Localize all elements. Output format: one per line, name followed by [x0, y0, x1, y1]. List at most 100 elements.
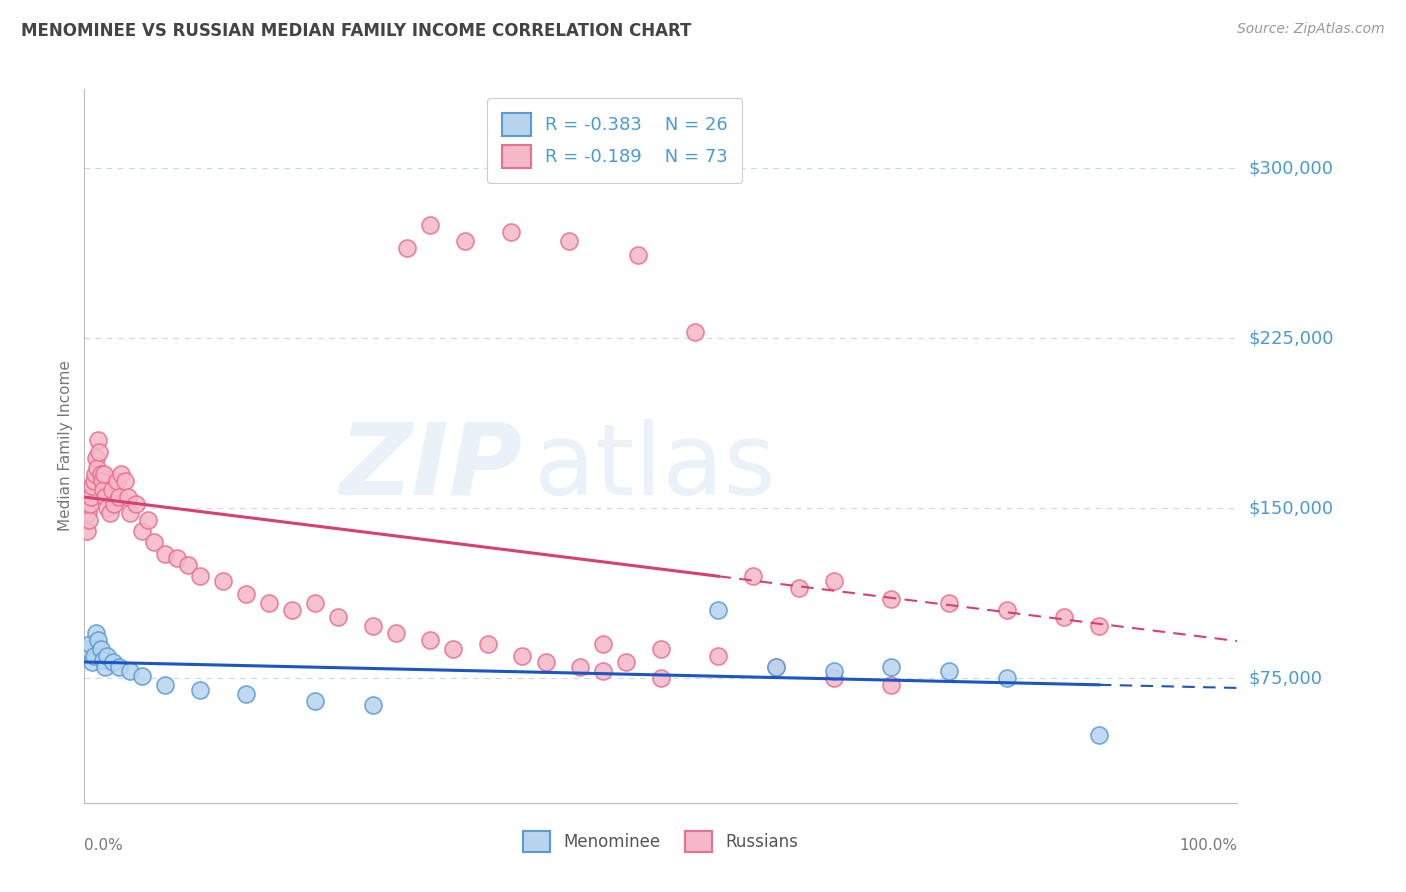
Point	[557, 234, 579, 248]
Point	[98, 506, 121, 520]
Point	[823, 665, 845, 679]
Text: Source: ZipAtlas.com: Source: ZipAtlas.com	[1237, 22, 1385, 37]
Point	[361, 698, 384, 713]
Text: 100.0%: 100.0%	[1180, 838, 1237, 854]
Point	[326, 610, 349, 624]
Point	[454, 234, 477, 248]
Point	[995, 671, 1018, 685]
Point	[83, 467, 105, 482]
Point	[592, 665, 614, 679]
Point	[108, 660, 131, 674]
Point	[94, 490, 117, 504]
Point	[257, 597, 280, 611]
Point	[707, 648, 730, 663]
Point	[93, 467, 115, 482]
Point	[103, 497, 125, 511]
Point	[211, 574, 233, 588]
Point	[96, 648, 118, 663]
Point	[87, 434, 110, 448]
Point	[125, 497, 148, 511]
Point	[1088, 619, 1111, 633]
Point	[281, 603, 304, 617]
Point	[166, 551, 188, 566]
Point	[938, 597, 960, 611]
Point	[823, 574, 845, 588]
Point	[103, 656, 124, 670]
Point	[765, 660, 787, 674]
Point	[1088, 728, 1111, 742]
Point	[84, 626, 107, 640]
Point	[120, 506, 142, 520]
Point	[87, 632, 110, 647]
Point	[108, 490, 131, 504]
Point	[235, 587, 257, 601]
Point	[569, 660, 592, 674]
Point	[89, 444, 111, 458]
Point	[477, 637, 499, 651]
Point	[707, 603, 730, 617]
Point	[82, 656, 104, 670]
Point	[83, 474, 105, 488]
Point	[499, 225, 522, 239]
Y-axis label: Median Family Income: Median Family Income	[58, 360, 73, 532]
Point	[177, 558, 200, 572]
Point	[685, 325, 707, 339]
Point	[880, 660, 903, 674]
Point	[627, 247, 650, 261]
Point	[91, 483, 114, 498]
Point	[76, 506, 98, 520]
Point	[86, 460, 108, 475]
Point	[614, 656, 637, 670]
Point	[823, 671, 845, 685]
Point	[131, 524, 153, 538]
Point	[84, 451, 107, 466]
Point	[995, 603, 1018, 617]
Point	[1053, 610, 1076, 624]
Point	[101, 483, 124, 498]
Point	[512, 648, 534, 663]
Point	[235, 687, 257, 701]
Point	[110, 467, 132, 482]
Point	[105, 474, 128, 488]
Point	[79, 637, 101, 651]
Point	[419, 218, 441, 232]
Point	[765, 660, 787, 674]
Point	[131, 669, 153, 683]
Point	[89, 467, 111, 482]
Point	[419, 632, 441, 647]
Text: atlas: atlas	[534, 419, 776, 516]
Point	[89, 641, 111, 656]
Point	[76, 641, 98, 656]
Text: $75,000: $75,000	[1249, 669, 1323, 687]
Point	[142, 535, 165, 549]
Point	[880, 591, 903, 606]
Point	[82, 478, 104, 492]
Point	[94, 660, 117, 674]
Point	[304, 597, 326, 611]
Point	[650, 641, 672, 656]
Point	[592, 637, 614, 651]
Point	[80, 490, 103, 504]
Point	[534, 656, 557, 670]
Point	[742, 569, 765, 583]
Point	[650, 671, 672, 685]
Text: 0.0%: 0.0%	[84, 838, 124, 854]
Point	[188, 682, 211, 697]
Point	[396, 241, 419, 255]
Point	[76, 524, 98, 538]
Point	[117, 490, 139, 504]
Legend: Menominee, Russians: Menominee, Russians	[516, 824, 806, 859]
Point	[880, 678, 903, 692]
Point	[83, 648, 105, 663]
Text: $150,000: $150,000	[1249, 500, 1334, 517]
Point	[188, 569, 211, 583]
Point	[120, 665, 142, 679]
Point	[361, 619, 384, 633]
Point	[96, 501, 118, 516]
Text: $300,000: $300,000	[1249, 160, 1334, 178]
Point	[787, 581, 810, 595]
Point	[79, 497, 101, 511]
Point	[91, 653, 114, 667]
Point	[77, 513, 100, 527]
Text: ZIP: ZIP	[339, 419, 523, 516]
